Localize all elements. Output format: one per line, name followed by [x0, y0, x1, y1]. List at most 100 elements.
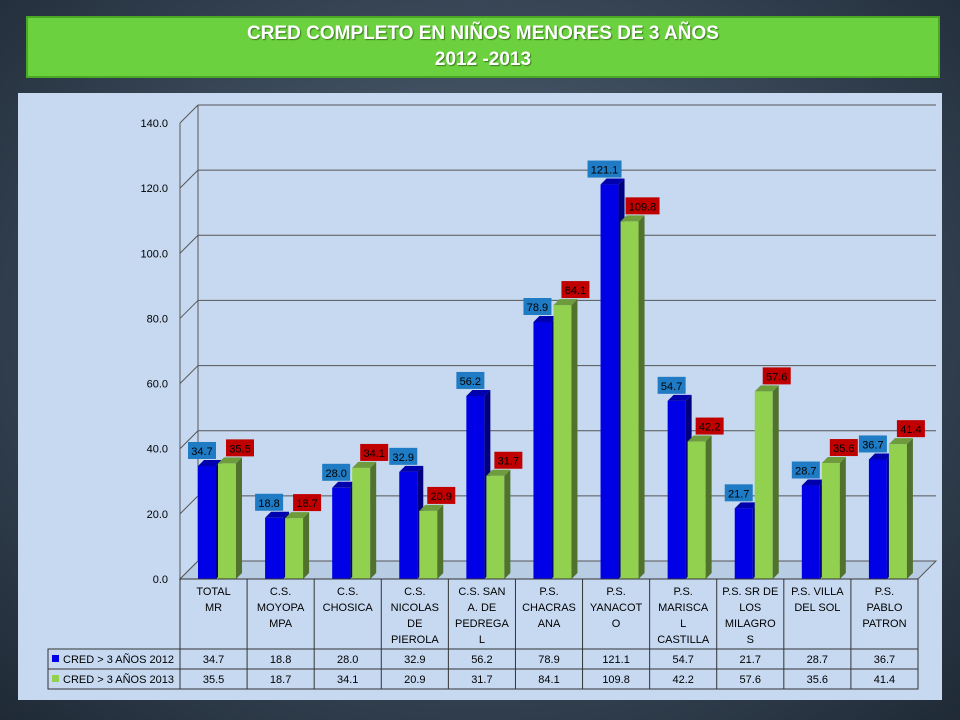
- bar-2013: [352, 467, 371, 579]
- category-label: P.S. SR DE: [722, 586, 778, 598]
- bar-2012: [399, 471, 418, 579]
- bar-2012-top: [265, 511, 290, 518]
- bar-2012-top: [466, 389, 491, 396]
- bar-2013-side: [236, 457, 242, 579]
- bar-2013-side: [772, 385, 779, 579]
- bar-2013-top: [754, 385, 779, 392]
- data-label-background: [791, 461, 820, 479]
- data-label-background: [494, 451, 523, 469]
- bar-2013-top: [821, 457, 846, 464]
- y-tick-label: 60.0: [147, 379, 168, 391]
- category-label: C.S.: [404, 586, 425, 598]
- data-label-text: 84.1: [565, 285, 586, 297]
- legend-label-2013: CRED > 3 AÑOS 2013: [63, 673, 174, 686]
- data-label-2012: 32.9: [389, 447, 418, 465]
- data-label-2013: 41.4: [896, 420, 925, 438]
- category-label: P.S.: [875, 586, 894, 598]
- category-label: P.S. VILLA: [791, 586, 844, 598]
- data-label-text: 35.6: [833, 443, 854, 455]
- data-label-background: [360, 443, 389, 461]
- bar-2013: [687, 441, 706, 579]
- category-label: L: [479, 634, 485, 646]
- category-label: TOTAL: [196, 586, 230, 598]
- chart-title-banner: CRED COMPLETO EN NIÑOS MENORES DE 3 AÑOS…: [26, 16, 940, 78]
- legend-swatch-2012: [52, 655, 59, 662]
- category-label: MPA: [269, 618, 293, 630]
- data-label-text: 57.6: [766, 371, 787, 383]
- data-label-text: 78.9: [527, 302, 548, 314]
- bar-2013-top: [218, 457, 242, 464]
- bar-2013-top: [888, 438, 913, 445]
- bar-2013-side: [571, 299, 578, 579]
- chart-subtitle: 2012 -2013: [434, 49, 532, 70]
- data-label-text: 36.7: [862, 439, 883, 451]
- table-value: 31.7: [471, 674, 492, 686]
- data-label-2012: 56.2: [456, 371, 485, 389]
- data-label-background: [389, 447, 418, 465]
- bar-2013-side: [437, 504, 444, 579]
- bar-2013-side: [504, 469, 511, 579]
- category-label: C.S. SAN: [458, 586, 505, 598]
- bar-2012-top: [868, 453, 893, 460]
- bar-2013-top: [620, 215, 645, 222]
- data-label-2013: 18.7: [293, 494, 322, 512]
- bar-2013-side: [705, 435, 712, 579]
- bar-2013: [218, 463, 236, 579]
- table-value: 121.1: [602, 654, 630, 666]
- data-label-2013: 20.9: [427, 486, 456, 504]
- bar-2012-top: [801, 479, 826, 486]
- table-value: 28.7: [807, 654, 828, 666]
- bar-2012: [600, 184, 619, 579]
- category-label: C.S.: [270, 586, 291, 598]
- legend-swatch-2013: [52, 675, 59, 682]
- bar-2013: [553, 305, 572, 579]
- bar-2013-side: [839, 457, 846, 579]
- data-label-2012: 54.7: [657, 376, 686, 394]
- data-label-text: 21.7: [728, 488, 749, 500]
- table-value: 28.0: [337, 654, 358, 666]
- gridline-diagonal: [179, 300, 199, 319]
- data-label-text: 121.1: [591, 165, 619, 177]
- category-label: ANA: [538, 618, 561, 630]
- bar-2013: [620, 221, 639, 579]
- table-value: 34.7: [203, 654, 224, 666]
- table-value: 42.2: [672, 674, 693, 686]
- data-label-background: [427, 486, 456, 504]
- data-label-background: [188, 441, 216, 459]
- category-label: DEL SOL: [794, 602, 840, 614]
- data-label-2012: 78.9: [523, 298, 552, 316]
- category-label: CASTILLA: [657, 634, 710, 646]
- data-label-2012: 28.0: [322, 463, 351, 481]
- bar-2012: [667, 400, 686, 579]
- data-label-text: 35.5: [229, 443, 250, 455]
- category-label: P.S.: [539, 586, 558, 598]
- table-value: 56.2: [471, 654, 492, 666]
- data-label-2013: 84.1: [561, 281, 590, 299]
- table-value: 41.4: [874, 674, 895, 686]
- data-label-text: 109.8: [629, 201, 657, 213]
- gridline-diagonal: [179, 234, 199, 254]
- bar-2013-side: [638, 215, 645, 579]
- data-label-background: [896, 420, 925, 438]
- bar-2013-side: [370, 461, 377, 579]
- y-tick-label: 80.0: [147, 313, 168, 325]
- y-tick-label: 100.0: [140, 248, 168, 260]
- legend-label-2012: CRED > 3 AÑOS 2012: [63, 653, 174, 666]
- y-tick-label: 140.0: [140, 118, 168, 130]
- data-label-background: [523, 298, 552, 316]
- table-value: 21.7: [740, 654, 761, 666]
- data-label-background: [657, 376, 686, 394]
- data-label-background: [695, 417, 724, 435]
- bar-2012-top: [600, 178, 625, 185]
- category-label: O: [612, 618, 621, 630]
- data-label-background: [561, 281, 590, 299]
- table-value: 109.8: [602, 674, 630, 686]
- category-label: CHOSICA: [323, 602, 374, 614]
- bar-2012-top: [332, 481, 357, 488]
- table-value: 20.9: [404, 674, 425, 686]
- bar-2012-top: [198, 459, 222, 466]
- data-label-2013: 35.5: [226, 439, 254, 457]
- y-tick-label: 120.0: [140, 183, 168, 195]
- data-label-2012: 21.7: [724, 484, 753, 502]
- data-label-2012: 36.7: [858, 435, 887, 453]
